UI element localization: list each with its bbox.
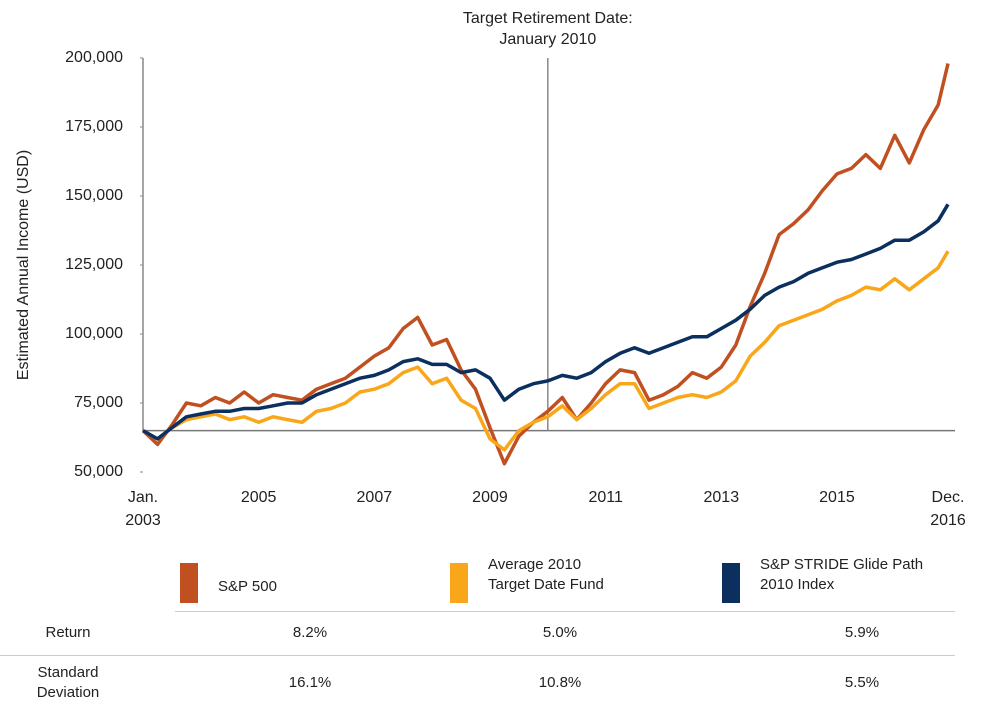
table-cell: 16.1%: [288, 674, 332, 691]
legend-swatch: [180, 563, 198, 603]
table-cell: 5.5%: [844, 674, 880, 691]
x-tick-label: 2005: [241, 489, 277, 506]
legend-swatch: [450, 563, 468, 603]
table-cell: 8.2%: [292, 624, 328, 641]
legend-swatch: [722, 563, 740, 603]
x-tick-label: 2009: [472, 489, 508, 506]
x-tick-label: 2013: [704, 489, 740, 506]
series-line: [141, 63, 950, 466]
y-tick-label: 200,000: [65, 49, 123, 66]
annotation: Target Retirement Date:: [463, 10, 633, 27]
row-header: Return: [45, 624, 91, 641]
table-cell: 5.0%: [542, 624, 578, 641]
annotation: January 2010: [499, 31, 596, 48]
chart: Estimated Annual Income (USD) 50,000 75,00…: [15, 10, 966, 529]
series-line: [142, 203, 950, 441]
series-line: [142, 250, 950, 452]
x-tick-label: 2007: [357, 489, 393, 506]
legend-rule: [175, 611, 955, 612]
table-cell: 5.9%: [844, 624, 880, 641]
y-axis-label: Estimated Annual Income (USD): [15, 150, 32, 380]
y-tick-label: 50,000: [74, 463, 123, 480]
y-tick-label: 175,000: [65, 118, 123, 135]
y-tick-label: 150,000: [65, 187, 123, 204]
table-rule: [0, 655, 955, 656]
table-cell: 10.8%: [538, 674, 582, 691]
y-tick-label: 100,000: [65, 325, 123, 342]
row-header: Standard Deviation: [36, 664, 100, 701]
x-tick-label: Jan. 2003: [125, 489, 161, 529]
y-tick-label: 75,000: [74, 394, 123, 411]
y-tick-label: 125,000: [65, 256, 123, 273]
x-tick-label: 2015: [819, 489, 855, 506]
x-tick-label: 2011: [588, 489, 623, 506]
legend-label: S&P 500: [218, 578, 277, 595]
x-tick-label: Dec. 2016: [930, 489, 966, 529]
legend-label: S&P STRIDE Glide Path 2010 Index: [760, 556, 924, 593]
legend-label: Average 2010 Target Date Fund: [488, 556, 604, 593]
